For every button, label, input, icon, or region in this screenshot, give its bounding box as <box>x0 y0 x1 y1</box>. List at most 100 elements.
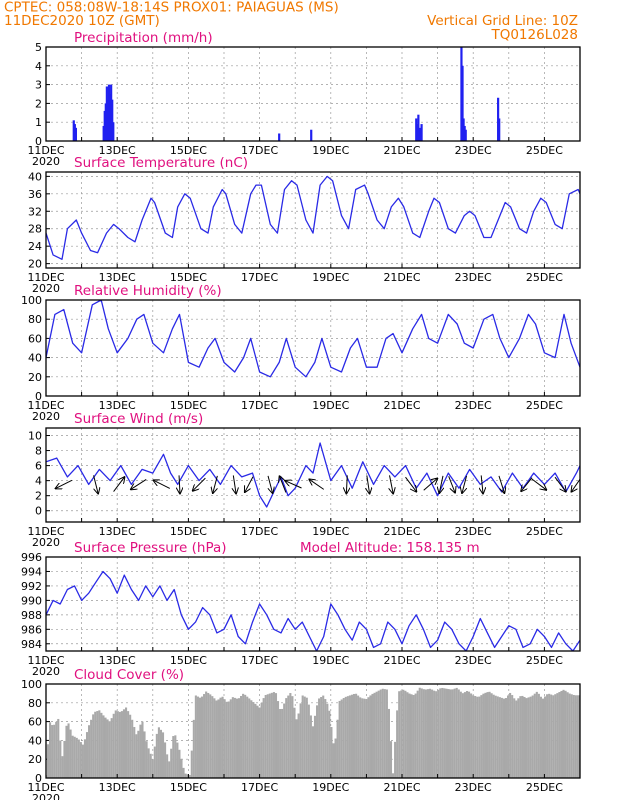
cloud-cover-bar <box>564 690 567 778</box>
cloud-cover-bar <box>211 696 214 778</box>
cloud-cover-bar <box>51 725 54 778</box>
temp-series-line <box>46 175 580 260</box>
cloud-cover-bar <box>57 718 60 778</box>
wind-ytick-label: 0 <box>35 505 42 518</box>
cloud-cover-bar <box>560 690 563 778</box>
precip-plot <box>72 47 501 141</box>
cloud-cover-bar <box>363 698 366 778</box>
cloud-cover-bar <box>511 695 514 778</box>
cloud-cover-bar <box>443 688 446 778</box>
rh-series-line <box>46 300 580 378</box>
temp-xtick-label: 17DEC <box>241 271 278 284</box>
rh-xtick-label: 19DEC <box>312 399 349 412</box>
cloud-cover-bar <box>221 696 224 778</box>
cloud-cover-bar <box>412 694 415 778</box>
wind-arrow <box>245 476 254 492</box>
cloud-cover-bar <box>398 691 401 778</box>
wind-arrow <box>481 475 483 493</box>
header-model-code: TQ0126L028 <box>490 27 578 43</box>
wind-arrow <box>521 477 533 492</box>
cloud-cover-bar <box>281 708 284 778</box>
wind-xtick-label: 23DEC <box>455 525 492 538</box>
wind-arrow <box>405 476 417 491</box>
rh-xtick-label: 15DEC <box>170 399 207 412</box>
cloud-cover-bar <box>139 724 142 778</box>
precip-bar <box>498 118 501 141</box>
cloud-cover-bar <box>188 775 191 778</box>
cloud-cover-bar <box>550 694 553 778</box>
cloud-cover-bar <box>410 694 413 778</box>
cloud-cover-bar <box>159 729 163 778</box>
header-location: CPTEC: 058:08W-18:14S PROX01: PAIAGUAS (… <box>4 0 339 16</box>
cloud-xtick-label: 23DEC <box>455 781 492 794</box>
cloud-cover-bar <box>180 758 183 778</box>
cloud-cover-bar <box>85 732 89 778</box>
cloud-cover-bar <box>59 740 62 778</box>
cloud-cover-bar <box>531 695 534 778</box>
cloud-cover-bar <box>494 695 497 778</box>
wind-arrow <box>233 475 236 493</box>
cloud-cover-bar <box>305 697 308 778</box>
cloud-ytick-label: 40 <box>28 734 42 747</box>
cloud-cover-bar <box>552 695 555 778</box>
cloud-cover-bar <box>88 725 91 778</box>
header-grid-note: Vertical Grid Line: 10Z <box>427 13 578 29</box>
cloud-cover-bar <box>367 697 370 778</box>
precip-bar <box>278 133 281 141</box>
cloud-cover-bar <box>525 698 528 778</box>
cloud-cover-bar <box>161 732 165 778</box>
wind-arrow <box>285 481 302 489</box>
temp-frame <box>45 171 581 269</box>
cloud-cover-bar <box>453 688 456 778</box>
cloud-cover-bar <box>338 700 341 778</box>
precip-year-label: 2020 <box>32 155 60 168</box>
pres-ytick-label: 994 <box>21 565 42 578</box>
wind-arrow <box>498 475 504 493</box>
cloud-cover-bar <box>402 689 405 778</box>
cloud-cover-bar <box>299 703 302 778</box>
cloud-cover-bar <box>576 695 579 778</box>
cloud-cover-bar <box>492 694 495 778</box>
cloud-cover-bar <box>350 694 354 778</box>
cloud-cover-bar <box>184 773 187 778</box>
precip-panel: 0 1 2 3 4 5 11DEC 13DEC 15DEC 17DEC 19DEC 21DEC 23DE… <box>27 30 581 168</box>
cloud-cover-bar <box>535 691 538 778</box>
wind-ytick-label: 6 <box>35 460 42 473</box>
cloud-cover-bar <box>65 725 68 778</box>
cloud-cover-bar <box>301 695 304 778</box>
precip-xtick-label: 23DEC <box>455 144 492 157</box>
precip-title: Precipitation (mm/h) <box>74 30 213 46</box>
cloud-cover-bar <box>205 691 208 778</box>
cloud-cover-bar <box>465 691 469 778</box>
wind-arrow <box>462 475 468 493</box>
cloud-cover-bar <box>155 733 158 778</box>
cloud-cover-bar <box>227 701 230 778</box>
rh-ytick-label: 80 <box>28 313 42 326</box>
cloud-cover-bar <box>428 688 432 778</box>
cloud-cover-bar <box>472 695 475 778</box>
cloud-cover-bar <box>264 694 267 778</box>
cloud-cover-bar <box>459 691 462 778</box>
rh-ytick-label: 100 <box>21 294 42 307</box>
wind-xtick-label: 19DEC <box>312 525 349 538</box>
wind-arrow <box>267 475 273 493</box>
rh-ytick-label: 0 <box>35 390 42 403</box>
rh-xtick-label: 21DEC <box>383 399 420 412</box>
cloud-cover-bar <box>190 750 193 778</box>
cloud-cover-bar <box>203 694 206 778</box>
cloud-cover-bar <box>375 691 378 778</box>
wind-arrow <box>193 477 206 491</box>
cloud-cover-bar <box>311 726 314 778</box>
cloud-cover-bar <box>223 699 226 778</box>
cloud-cover-bar <box>279 709 282 778</box>
cloud-cover-bar <box>303 696 306 778</box>
cloud-cover-bar <box>256 705 259 778</box>
cloud-cover-bar <box>352 693 356 778</box>
precip-bar <box>464 129 467 141</box>
cloud-cover-bar <box>322 695 325 778</box>
cloud-cover-bar <box>307 704 310 778</box>
pres-xtick-label: 13DEC <box>99 654 136 667</box>
cloud-cover-bar <box>104 717 107 778</box>
rh-year-label: 2020 <box>32 410 60 423</box>
